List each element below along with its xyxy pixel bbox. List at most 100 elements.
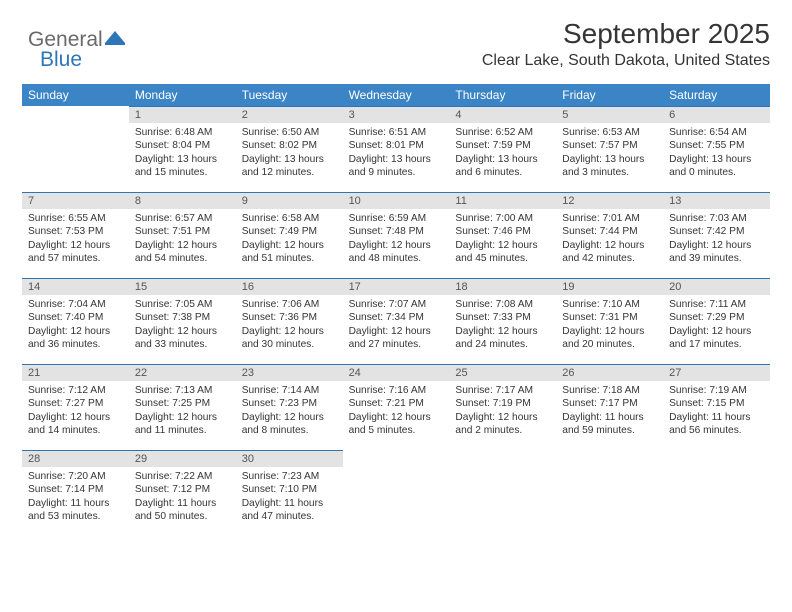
sunset-line: Sunset: 7:33 PM: [455, 311, 550, 324]
day-body: Sunrise: 7:08 AMSunset: 7:33 PMDaylight:…: [449, 295, 556, 358]
daylight-line: Daylight: 12 hours and 48 minutes.: [349, 239, 444, 266]
day-body: Sunrise: 7:03 AMSunset: 7:42 PMDaylight:…: [663, 209, 770, 272]
week-row: 28Sunrise: 7:20 AMSunset: 7:14 PMDayligh…: [22, 450, 770, 536]
daylight-line: Daylight: 12 hours and 17 minutes.: [669, 325, 764, 352]
day-cell: 26Sunrise: 7:18 AMSunset: 7:17 PMDayligh…: [556, 364, 663, 450]
day-body: Sunrise: 7:06 AMSunset: 7:36 PMDaylight:…: [236, 295, 343, 358]
day-number: 1: [129, 107, 236, 123]
sunset-line: Sunset: 7:55 PM: [669, 139, 764, 152]
daylight-line: Daylight: 12 hours and 45 minutes.: [455, 239, 550, 266]
day-body: Sunrise: 7:22 AMSunset: 7:12 PMDaylight:…: [129, 467, 236, 530]
sunset-line: Sunset: 7:29 PM: [669, 311, 764, 324]
logo-flag-icon: [105, 29, 127, 52]
day-body: Sunrise: 7:14 AMSunset: 7:23 PMDaylight:…: [236, 381, 343, 444]
day-number: 21: [22, 365, 129, 381]
sunrise-line: Sunrise: 7:04 AM: [28, 298, 123, 311]
day-cell: 27Sunrise: 7:19 AMSunset: 7:15 PMDayligh…: [663, 364, 770, 450]
sunset-line: Sunset: 7:42 PM: [669, 225, 764, 238]
empty-cell: [343, 450, 450, 536]
daylight-line: Daylight: 12 hours and 20 minutes.: [562, 325, 657, 352]
daylight-line: Daylight: 13 hours and 9 minutes.: [349, 153, 444, 180]
day-body: Sunrise: 6:59 AMSunset: 7:48 PMDaylight:…: [343, 209, 450, 272]
day-number: 18: [449, 279, 556, 295]
day-body: Sunrise: 7:00 AMSunset: 7:46 PMDaylight:…: [449, 209, 556, 272]
day-cell: 7Sunrise: 6:55 AMSunset: 7:53 PMDaylight…: [22, 192, 129, 278]
sunrise-line: Sunrise: 7:19 AM: [669, 384, 764, 397]
sunset-line: Sunset: 7:59 PM: [455, 139, 550, 152]
day-cell: 3 Sunrise: 6:51 AMSunset: 8:01 PMDaylight…: [343, 106, 450, 192]
header: September 2025 Clear Lake, South Dakota,…: [22, 18, 770, 70]
daylight-line: Daylight: 11 hours and 59 minutes.: [562, 411, 657, 438]
day-body: Sunrise: 7:05 AMSunset: 7:38 PMDaylight:…: [129, 295, 236, 358]
day-cell: 2Sunrise: 6:50 AMSunset: 8:02 PMDaylight…: [236, 106, 343, 192]
day-cell: 13Sunrise: 7:03 AMSunset: 7:42 PMDayligh…: [663, 192, 770, 278]
daylight-line: Daylight: 12 hours and 39 minutes.: [669, 239, 764, 266]
day-body: Sunrise: 7:07 AMSunset: 7:34 PMDaylight:…: [343, 295, 450, 358]
week-row: 7Sunrise: 6:55 AMSunset: 7:53 PMDaylight…: [22, 192, 770, 278]
day-number: 16: [236, 279, 343, 295]
daylight-line: Daylight: 12 hours and 30 minutes.: [242, 325, 337, 352]
empty-cell: [449, 450, 556, 536]
day-cell: 19Sunrise: 7:10 AMSunset: 7:31 PMDayligh…: [556, 278, 663, 364]
location-line: Clear Lake, South Dakota, United States: [22, 52, 770, 70]
daylight-line: Daylight: 11 hours and 50 minutes.: [135, 497, 230, 524]
sunrise-line: Sunrise: 7:05 AM: [135, 298, 230, 311]
empty-cell: [556, 450, 663, 536]
day-number: 25: [449, 365, 556, 381]
sunrise-line: Sunrise: 7:17 AM: [455, 384, 550, 397]
day-body: Sunrise: 6:52 AMSunset: 7:59 PMDaylight:…: [449, 123, 556, 186]
daylight-line: Daylight: 13 hours and 0 minutes.: [669, 153, 764, 180]
day-number: 15: [129, 279, 236, 295]
sunset-line: Sunset: 8:02 PM: [242, 139, 337, 152]
daylight-line: Daylight: 12 hours and 24 minutes.: [455, 325, 550, 352]
sunset-line: Sunset: 7:15 PM: [669, 397, 764, 410]
day-cell: 16Sunrise: 7:06 AMSunset: 7:36 PMDayligh…: [236, 278, 343, 364]
sunrise-line: Sunrise: 7:22 AM: [135, 470, 230, 483]
day-number: 7: [22, 193, 129, 209]
day-cell: 30Sunrise: 7:23 AMSunset: 7:10 PMDayligh…: [236, 450, 343, 536]
day-cell: 14 Sunrise: 7:04 AMSunset: 7:40 PMDayligh…: [22, 278, 129, 364]
sunset-line: Sunset: 7:40 PM: [28, 311, 123, 324]
sunset-line: Sunset: 8:01 PM: [349, 139, 444, 152]
day-cell: 6Sunrise: 6:54 AMSunset: 7:55 PMDaylight…: [663, 106, 770, 192]
day-header: Sunday: [22, 84, 129, 106]
sunrise-line: Sunrise: 6:51 AM: [349, 126, 444, 139]
day-number: 13: [663, 193, 770, 209]
day-cell: 10Sunrise: 6:59 AMSunset: 7:48 PMDayligh…: [343, 192, 450, 278]
day-cell: 20Sunrise: 7:11 AMSunset: 7:29 PMDayligh…: [663, 278, 770, 364]
day-number: 3: [343, 107, 450, 123]
daylight-line: Daylight: 12 hours and 36 minutes.: [28, 325, 123, 352]
day-number: 5: [556, 107, 663, 123]
day-cell: 29Sunrise: 7:22 AMSunset: 7:12 PMDayligh…: [129, 450, 236, 536]
sunrise-line: Sunrise: 6:48 AM: [135, 126, 230, 139]
sunrise-line: Sunrise: 6:57 AM: [135, 212, 230, 225]
day-number: 4: [449, 107, 556, 123]
sunrise-line: Sunrise: 7:07 AM: [349, 298, 444, 311]
day-number: 8: [129, 193, 236, 209]
daylight-line: Daylight: 12 hours and 51 minutes.: [242, 239, 337, 266]
weeks-container: 1Sunrise: 6:48 AMSunset: 8:04 PMDaylight…: [22, 106, 770, 536]
sunrise-line: Sunrise: 7:18 AM: [562, 384, 657, 397]
day-body: Sunrise: 6:57 AMSunset: 7:51 PMDaylight:…: [129, 209, 236, 272]
sunset-line: Sunset: 7:49 PM: [242, 225, 337, 238]
day-header: Thursday: [449, 84, 556, 106]
sunrise-line: Sunrise: 6:53 AM: [562, 126, 657, 139]
daylight-line: Daylight: 12 hours and 5 minutes.: [349, 411, 444, 438]
sunrise-line: Sunrise: 7:12 AM: [28, 384, 123, 397]
month-title: September 2025: [22, 18, 770, 50]
sunset-line: Sunset: 7:10 PM: [242, 483, 337, 496]
sunrise-line: Sunrise: 7:03 AM: [669, 212, 764, 225]
day-cell: 28Sunrise: 7:20 AMSunset: 7:14 PMDayligh…: [22, 450, 129, 536]
day-cell: 11Sunrise: 7:00 AMSunset: 7:46 PMDayligh…: [449, 192, 556, 278]
day-body: Sunrise: 7:01 AMSunset: 7:44 PMDaylight:…: [556, 209, 663, 272]
day-number: 14: [22, 279, 129, 295]
day-number: 20: [663, 279, 770, 295]
sunset-line: Sunset: 7:36 PM: [242, 311, 337, 324]
day-cell: 4Sunrise: 6:52 AMSunset: 7:59 PMDaylight…: [449, 106, 556, 192]
day-body: Sunrise: 7:19 AMSunset: 7:15 PMDaylight:…: [663, 381, 770, 444]
day-number: 29: [129, 451, 236, 467]
sunset-line: Sunset: 7:27 PM: [28, 397, 123, 410]
sunrise-line: Sunrise: 7:08 AM: [455, 298, 550, 311]
day-cell: 15Sunrise: 7:05 AMSunset: 7:38 PMDayligh…: [129, 278, 236, 364]
sunrise-line: Sunrise: 7:14 AM: [242, 384, 337, 397]
